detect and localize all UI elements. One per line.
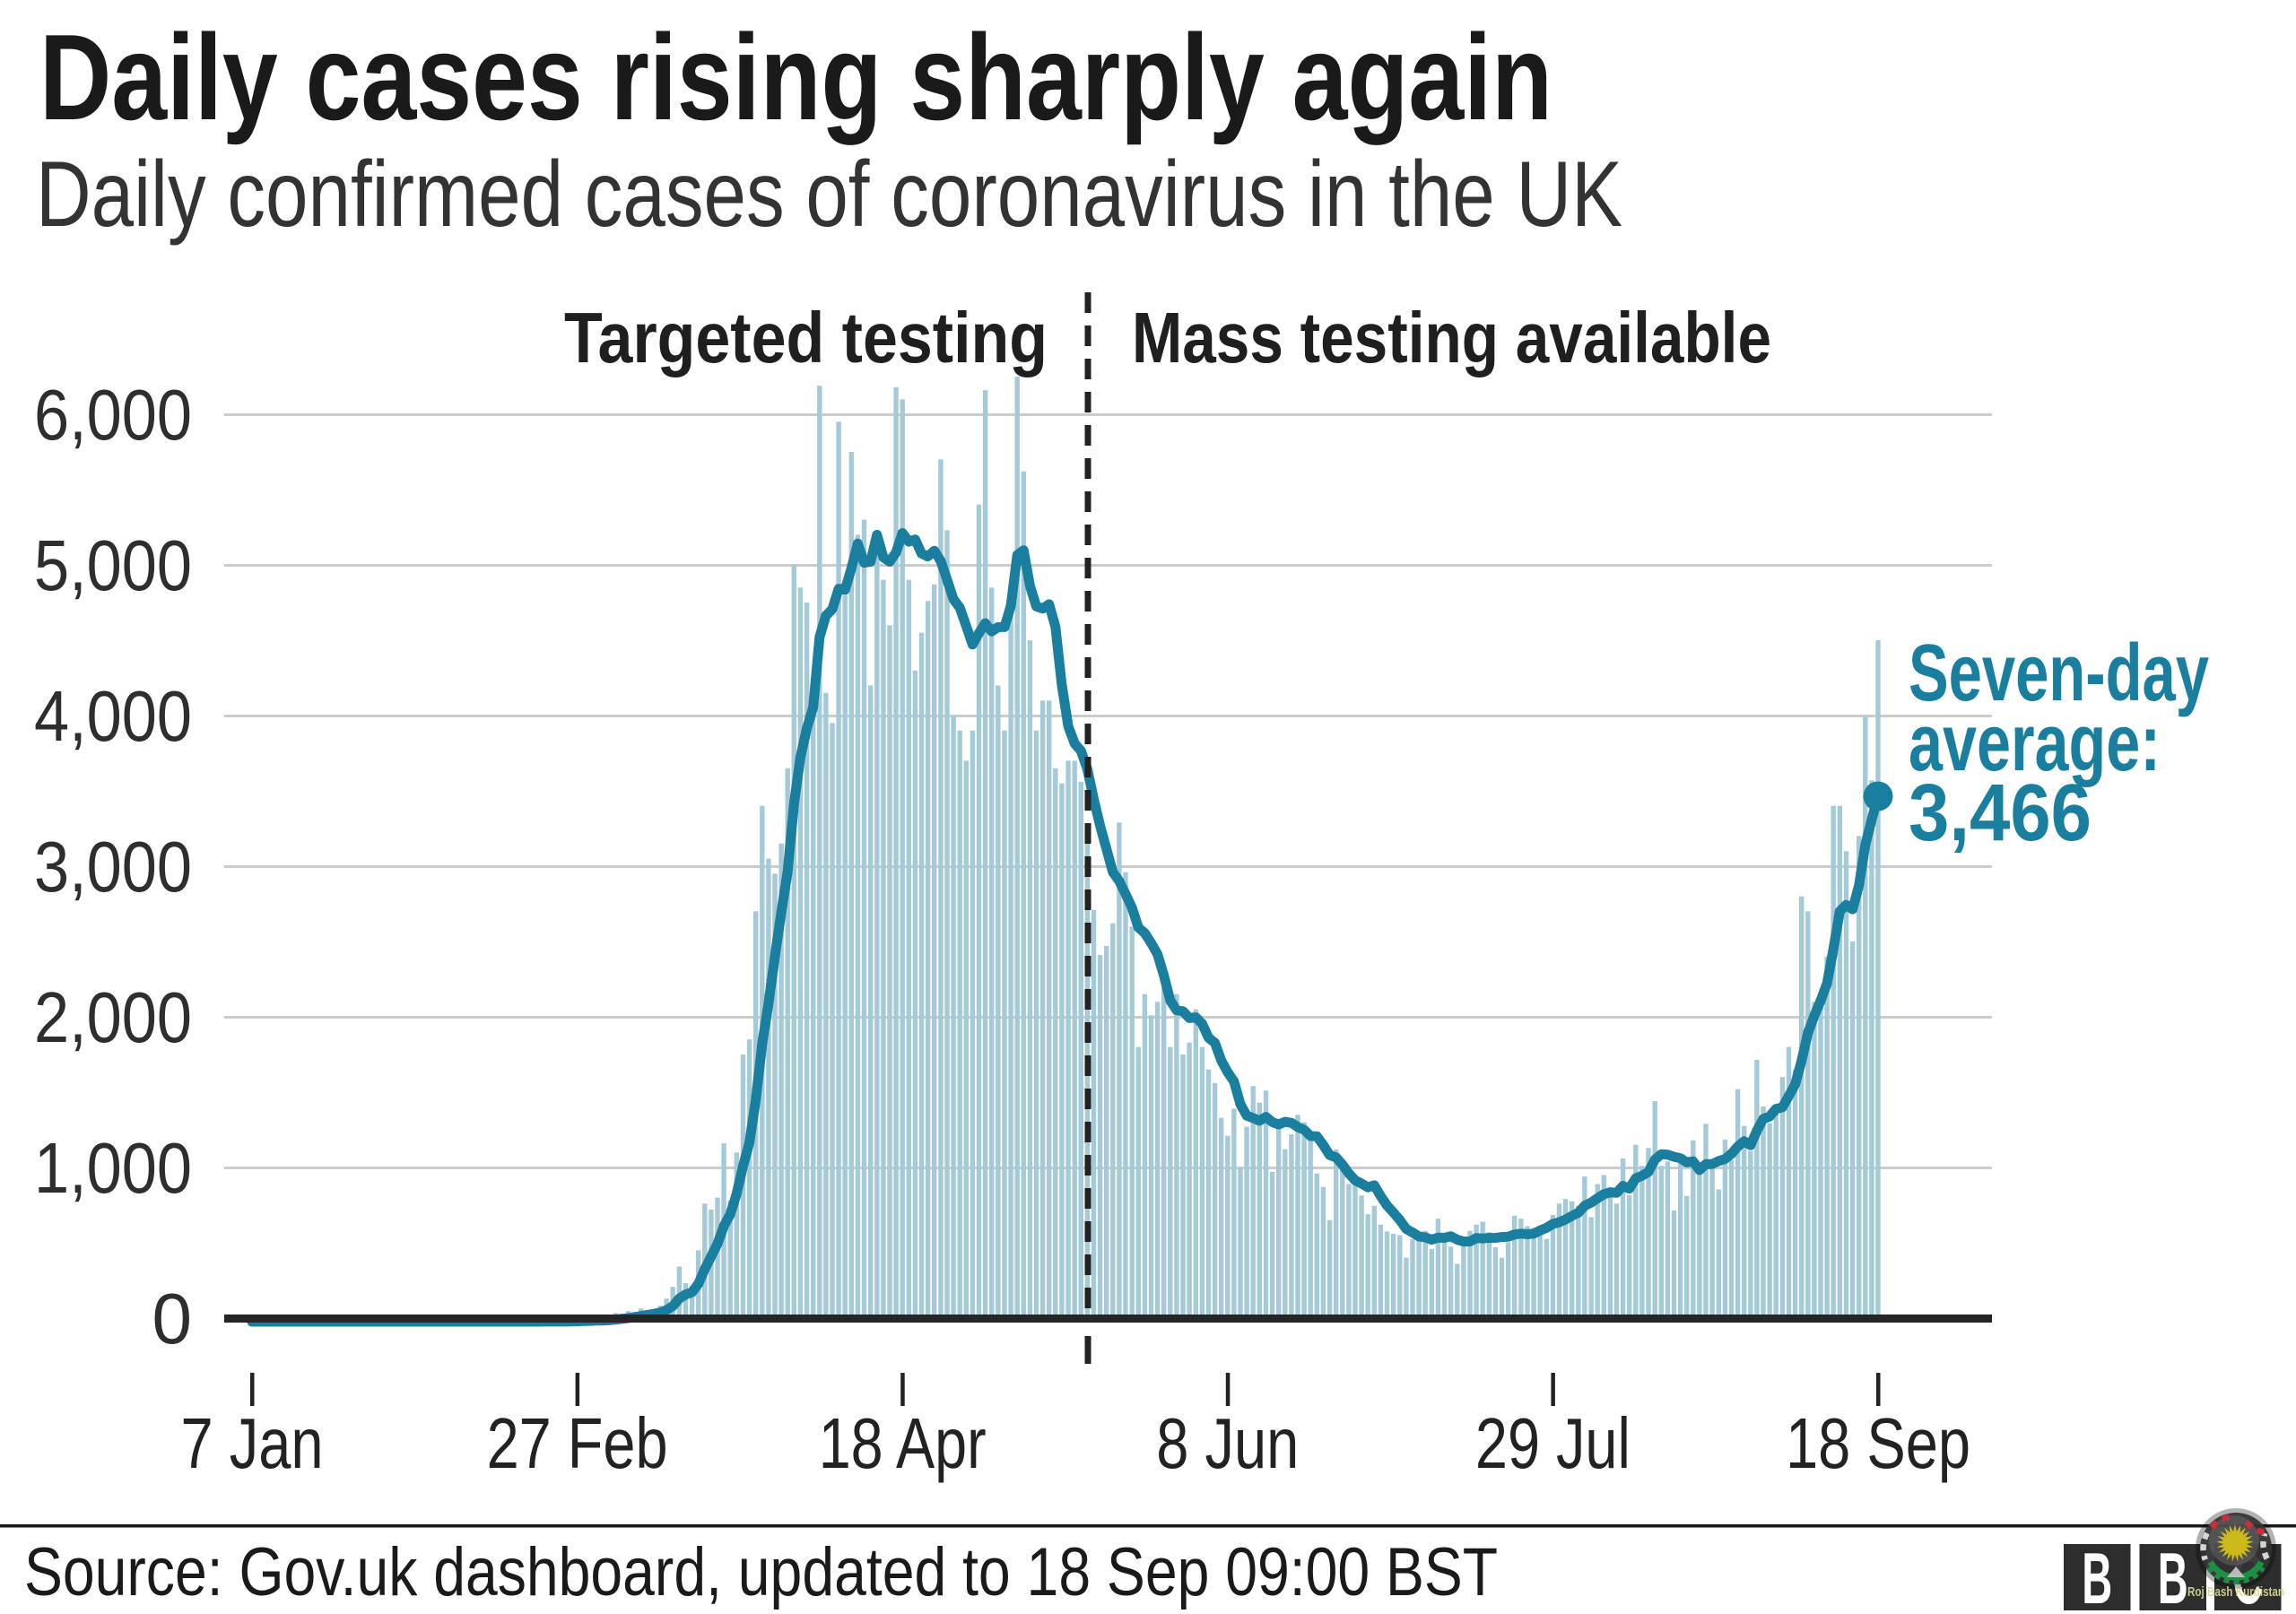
svg-text:Source: Gov.uk dashboard, upda: Source: Gov.uk dashboard, updated to 18 … <box>24 1534 1498 1610</box>
svg-text:Daily confirmed cases of coron: Daily confirmed cases of coronavirus in … <box>36 143 1622 247</box>
svg-text:average:: average: <box>1909 699 2161 788</box>
svg-text:5,000: 5,000 <box>34 525 192 605</box>
svg-text:Targeted testing: Targeted testing <box>564 298 1048 377</box>
svg-text:0: 0 <box>152 1279 193 1358</box>
svg-text:B: B <box>2082 1539 2112 1614</box>
svg-text:Daily cases rising sharply aga: Daily cases rising sharply again <box>39 9 1552 145</box>
svg-text:Mass testing available: Mass testing available <box>1132 298 1771 377</box>
svg-text:18 Apr: 18 Apr <box>819 1403 987 1483</box>
svg-text:4,000: 4,000 <box>34 676 192 756</box>
svg-text:B: B <box>2158 1539 2188 1614</box>
svg-text:7 Jan: 7 Jan <box>181 1403 324 1483</box>
svg-text:3,466: 3,466 <box>1909 768 2092 858</box>
svg-text:3,000: 3,000 <box>34 827 192 907</box>
svg-text:2,000: 2,000 <box>34 977 192 1057</box>
svg-text:8 Jun: 8 Jun <box>1156 1403 1299 1483</box>
svg-text:29 Jul: 29 Jul <box>1475 1403 1631 1483</box>
svg-text:Roj Bash Kurdistan: Roj Bash Kurdistan <box>2187 1584 2284 1600</box>
svg-text:27 Feb: 27 Feb <box>487 1403 668 1483</box>
svg-text:1,000: 1,000 <box>34 1128 192 1208</box>
svg-text:18 Sep: 18 Sep <box>1786 1403 1970 1483</box>
svg-text:6,000: 6,000 <box>34 375 192 455</box>
svg-text:Seven-day: Seven-day <box>1909 629 2209 718</box>
